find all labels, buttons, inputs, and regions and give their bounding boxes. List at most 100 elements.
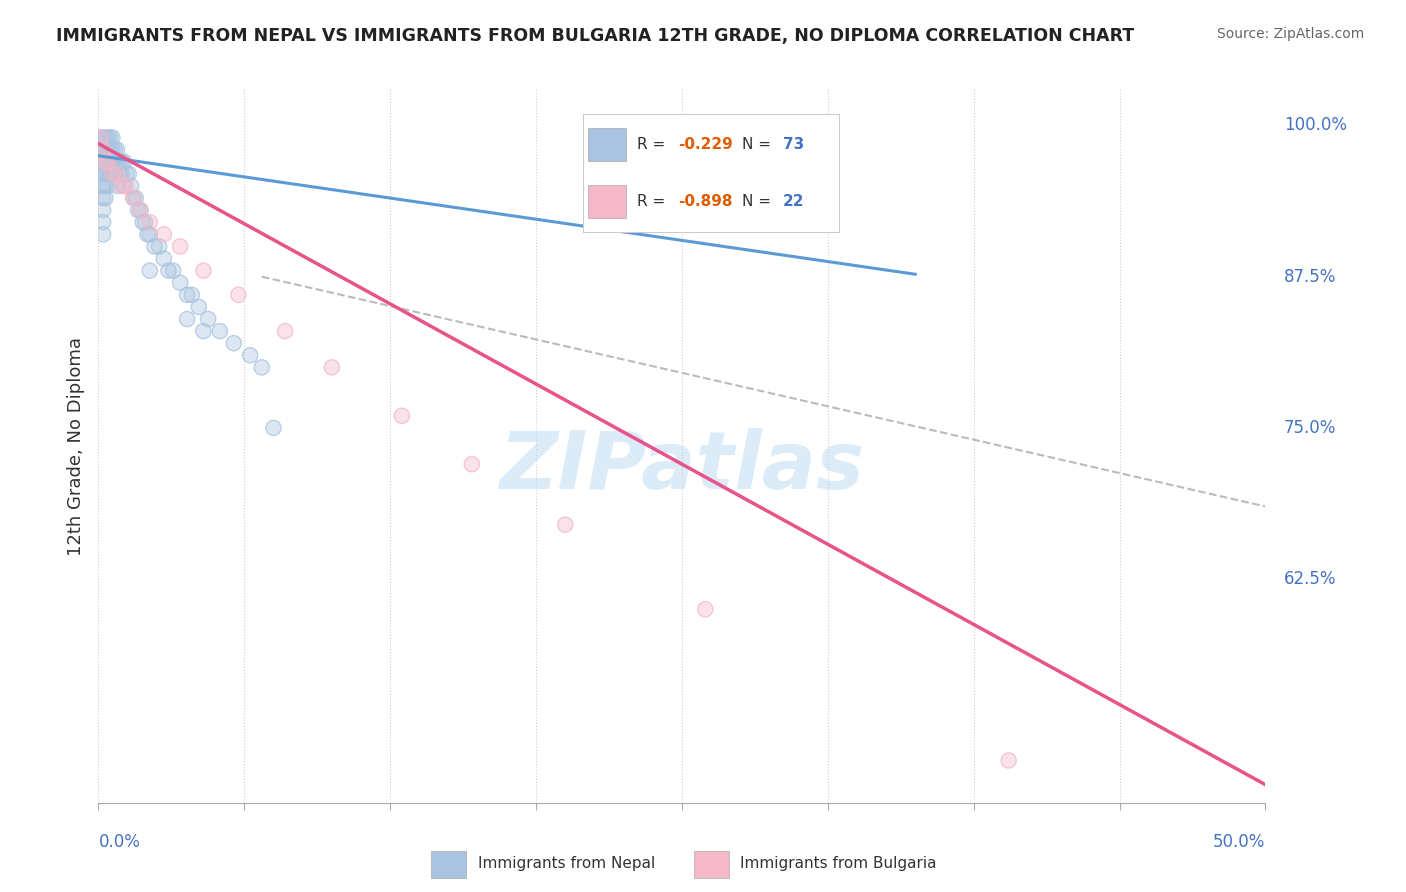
Point [169,276,191,290]
Point [90,130,112,145]
Point [94,154,117,169]
Point [134,215,156,229]
Point [101,130,124,145]
Point [115,167,138,181]
Point [139,263,162,277]
Point [112,178,135,193]
Point [118,167,141,181]
Point [176,288,198,302]
Point [108,167,131,181]
Point [91,227,114,242]
Text: 62.5%: 62.5% [1284,570,1337,588]
Point [98,167,121,181]
Point [193,263,215,277]
Point [129,203,152,218]
Point [695,602,717,616]
Point [97,154,120,169]
Point [250,360,273,375]
Point [169,276,191,290]
Point [98,167,121,181]
Point [90,154,112,169]
Point [125,191,148,205]
Point [97,154,120,169]
Point [274,324,297,338]
Point [105,167,128,181]
Point [180,288,202,302]
Point [104,167,127,181]
Point [122,191,145,205]
Point [197,312,219,326]
Point [101,167,124,181]
Point [208,324,231,338]
Point [105,154,128,169]
Point [104,143,127,157]
Point [152,252,174,266]
Point [94,191,117,205]
Point [94,130,117,145]
Point [94,178,117,193]
Point [98,143,121,157]
Text: 100.0%: 100.0% [1284,117,1347,135]
Point [111,154,134,169]
Point [90,130,112,145]
Point [122,191,145,205]
Point [222,336,245,351]
Point [115,167,138,181]
Point [125,191,148,205]
Point [91,167,114,181]
Point [91,167,114,181]
Point [127,203,149,218]
Point [91,203,114,218]
Point [91,215,114,229]
Point [94,154,117,169]
Point [97,178,120,193]
Point [105,167,128,181]
Point [115,178,138,193]
Point [94,167,117,181]
Point [91,143,114,157]
Point [91,130,114,145]
Point [104,154,127,169]
Point [112,178,135,193]
Text: ZIPatlas: ZIPatlas [499,428,865,507]
Point [105,143,128,157]
Point [94,143,117,157]
Point [94,130,117,145]
Point [193,324,215,338]
Point [98,130,121,145]
Point [152,227,174,242]
Point [274,324,297,338]
Point [97,154,120,169]
Text: 87.5%: 87.5% [1284,268,1337,285]
Point [91,227,114,242]
Point [104,143,127,157]
Text: 0.0%: 0.0% [98,833,141,851]
Point [101,143,124,157]
Point [122,191,145,205]
Point [321,360,343,375]
Point [101,130,124,145]
Point [157,263,180,277]
Point [94,154,117,169]
Point [180,288,202,302]
Point [187,300,209,314]
Point [157,263,180,277]
Point [111,167,134,181]
Text: Source: ZipAtlas.com: Source: ZipAtlas.com [1216,27,1364,41]
Point [136,227,159,242]
Point [143,239,166,253]
Text: 75.0%: 75.0% [1284,419,1337,437]
Point [461,457,484,471]
Point [239,348,262,362]
Point [97,130,120,145]
Point [112,154,135,169]
Point [139,215,162,229]
Point [108,154,131,169]
Point [98,143,121,157]
Point [391,409,413,423]
Point [997,754,1019,768]
Point [90,143,112,157]
Point [152,227,174,242]
Point [97,143,120,157]
Point [197,312,219,326]
